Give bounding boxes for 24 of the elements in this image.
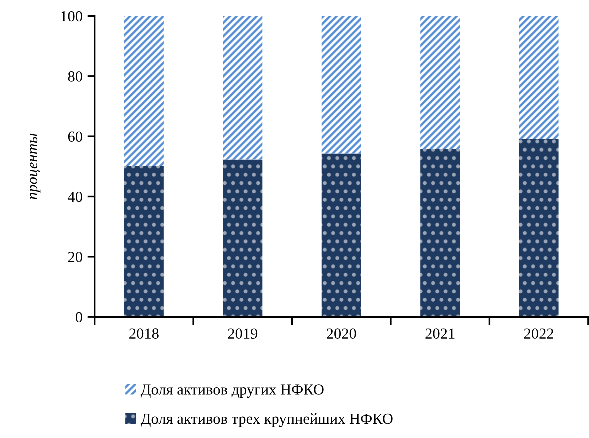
bar <box>322 154 362 318</box>
bar <box>519 16 559 139</box>
legend-label: Доля активов других НФКО <box>140 384 324 398</box>
y-tick-label: 40 <box>68 192 82 202</box>
y-tick-label: 20 <box>68 252 82 262</box>
legend-label: Доля активов трех крупнейших НФКО <box>140 414 393 428</box>
y-tick-label: 100 <box>61 11 82 22</box>
bar <box>223 16 263 160</box>
y-tick-label: 80 <box>68 72 82 82</box>
bar <box>420 150 460 318</box>
x-tick-label: 2020 <box>327 328 356 339</box>
y-axis-title: проценты <box>30 134 41 200</box>
bar <box>124 16 164 166</box>
bar <box>322 16 362 154</box>
bar <box>420 16 460 150</box>
x-tick-label: 2022 <box>524 328 554 339</box>
x-tick-label: 2021 <box>426 328 455 339</box>
y-tick-label: 0 <box>76 312 82 323</box>
y-tick-label: 60 <box>68 132 82 142</box>
bar <box>124 166 164 318</box>
x-tick-label: 2018 <box>130 328 159 339</box>
bar <box>223 160 263 318</box>
x-tick-label: 2019 <box>228 328 258 339</box>
bar <box>519 138 559 318</box>
